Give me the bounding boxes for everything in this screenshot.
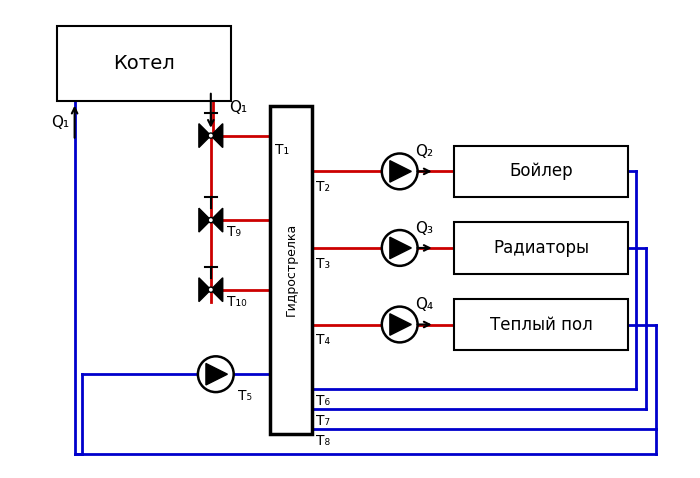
Circle shape xyxy=(382,153,418,189)
Text: Радиаторы: Радиаторы xyxy=(494,239,589,257)
Polygon shape xyxy=(199,208,211,232)
Polygon shape xyxy=(199,124,211,148)
Polygon shape xyxy=(390,237,412,259)
Text: T₃: T₃ xyxy=(316,257,330,271)
Text: T₄: T₄ xyxy=(316,334,330,348)
Bar xyxy=(270,106,312,434)
Text: Q₃: Q₃ xyxy=(416,220,433,236)
Text: Q₁: Q₁ xyxy=(50,115,69,130)
Polygon shape xyxy=(211,208,223,232)
Polygon shape xyxy=(206,363,228,385)
Text: Q₄: Q₄ xyxy=(416,297,433,312)
Text: Гидрострелка: Гидрострелка xyxy=(285,223,298,316)
Circle shape xyxy=(208,287,213,293)
Text: T₅: T₅ xyxy=(238,389,252,403)
Text: T₇: T₇ xyxy=(316,414,330,428)
Text: Теплый пол: Теплый пол xyxy=(490,315,593,334)
Text: Q₁: Q₁ xyxy=(229,100,247,115)
Circle shape xyxy=(198,356,234,392)
Polygon shape xyxy=(211,124,223,148)
Text: Бойлер: Бойлер xyxy=(510,163,573,180)
Text: Q₂: Q₂ xyxy=(416,144,433,159)
Text: T₉: T₉ xyxy=(227,225,241,239)
Text: T₂: T₂ xyxy=(316,180,330,194)
Bar xyxy=(57,26,231,101)
Circle shape xyxy=(208,217,213,223)
Polygon shape xyxy=(199,278,211,302)
Bar xyxy=(454,299,629,350)
Circle shape xyxy=(382,230,418,266)
Polygon shape xyxy=(390,161,412,182)
Text: T₁: T₁ xyxy=(275,142,290,156)
Bar xyxy=(454,222,629,274)
Bar xyxy=(454,145,629,197)
Circle shape xyxy=(208,133,213,138)
Text: T₈: T₈ xyxy=(316,434,330,448)
Text: T₁₀: T₁₀ xyxy=(227,294,246,309)
Polygon shape xyxy=(390,314,412,335)
Text: T₆: T₆ xyxy=(316,394,330,408)
Text: Котел: Котел xyxy=(113,54,174,73)
Circle shape xyxy=(382,306,418,342)
Polygon shape xyxy=(211,278,223,302)
